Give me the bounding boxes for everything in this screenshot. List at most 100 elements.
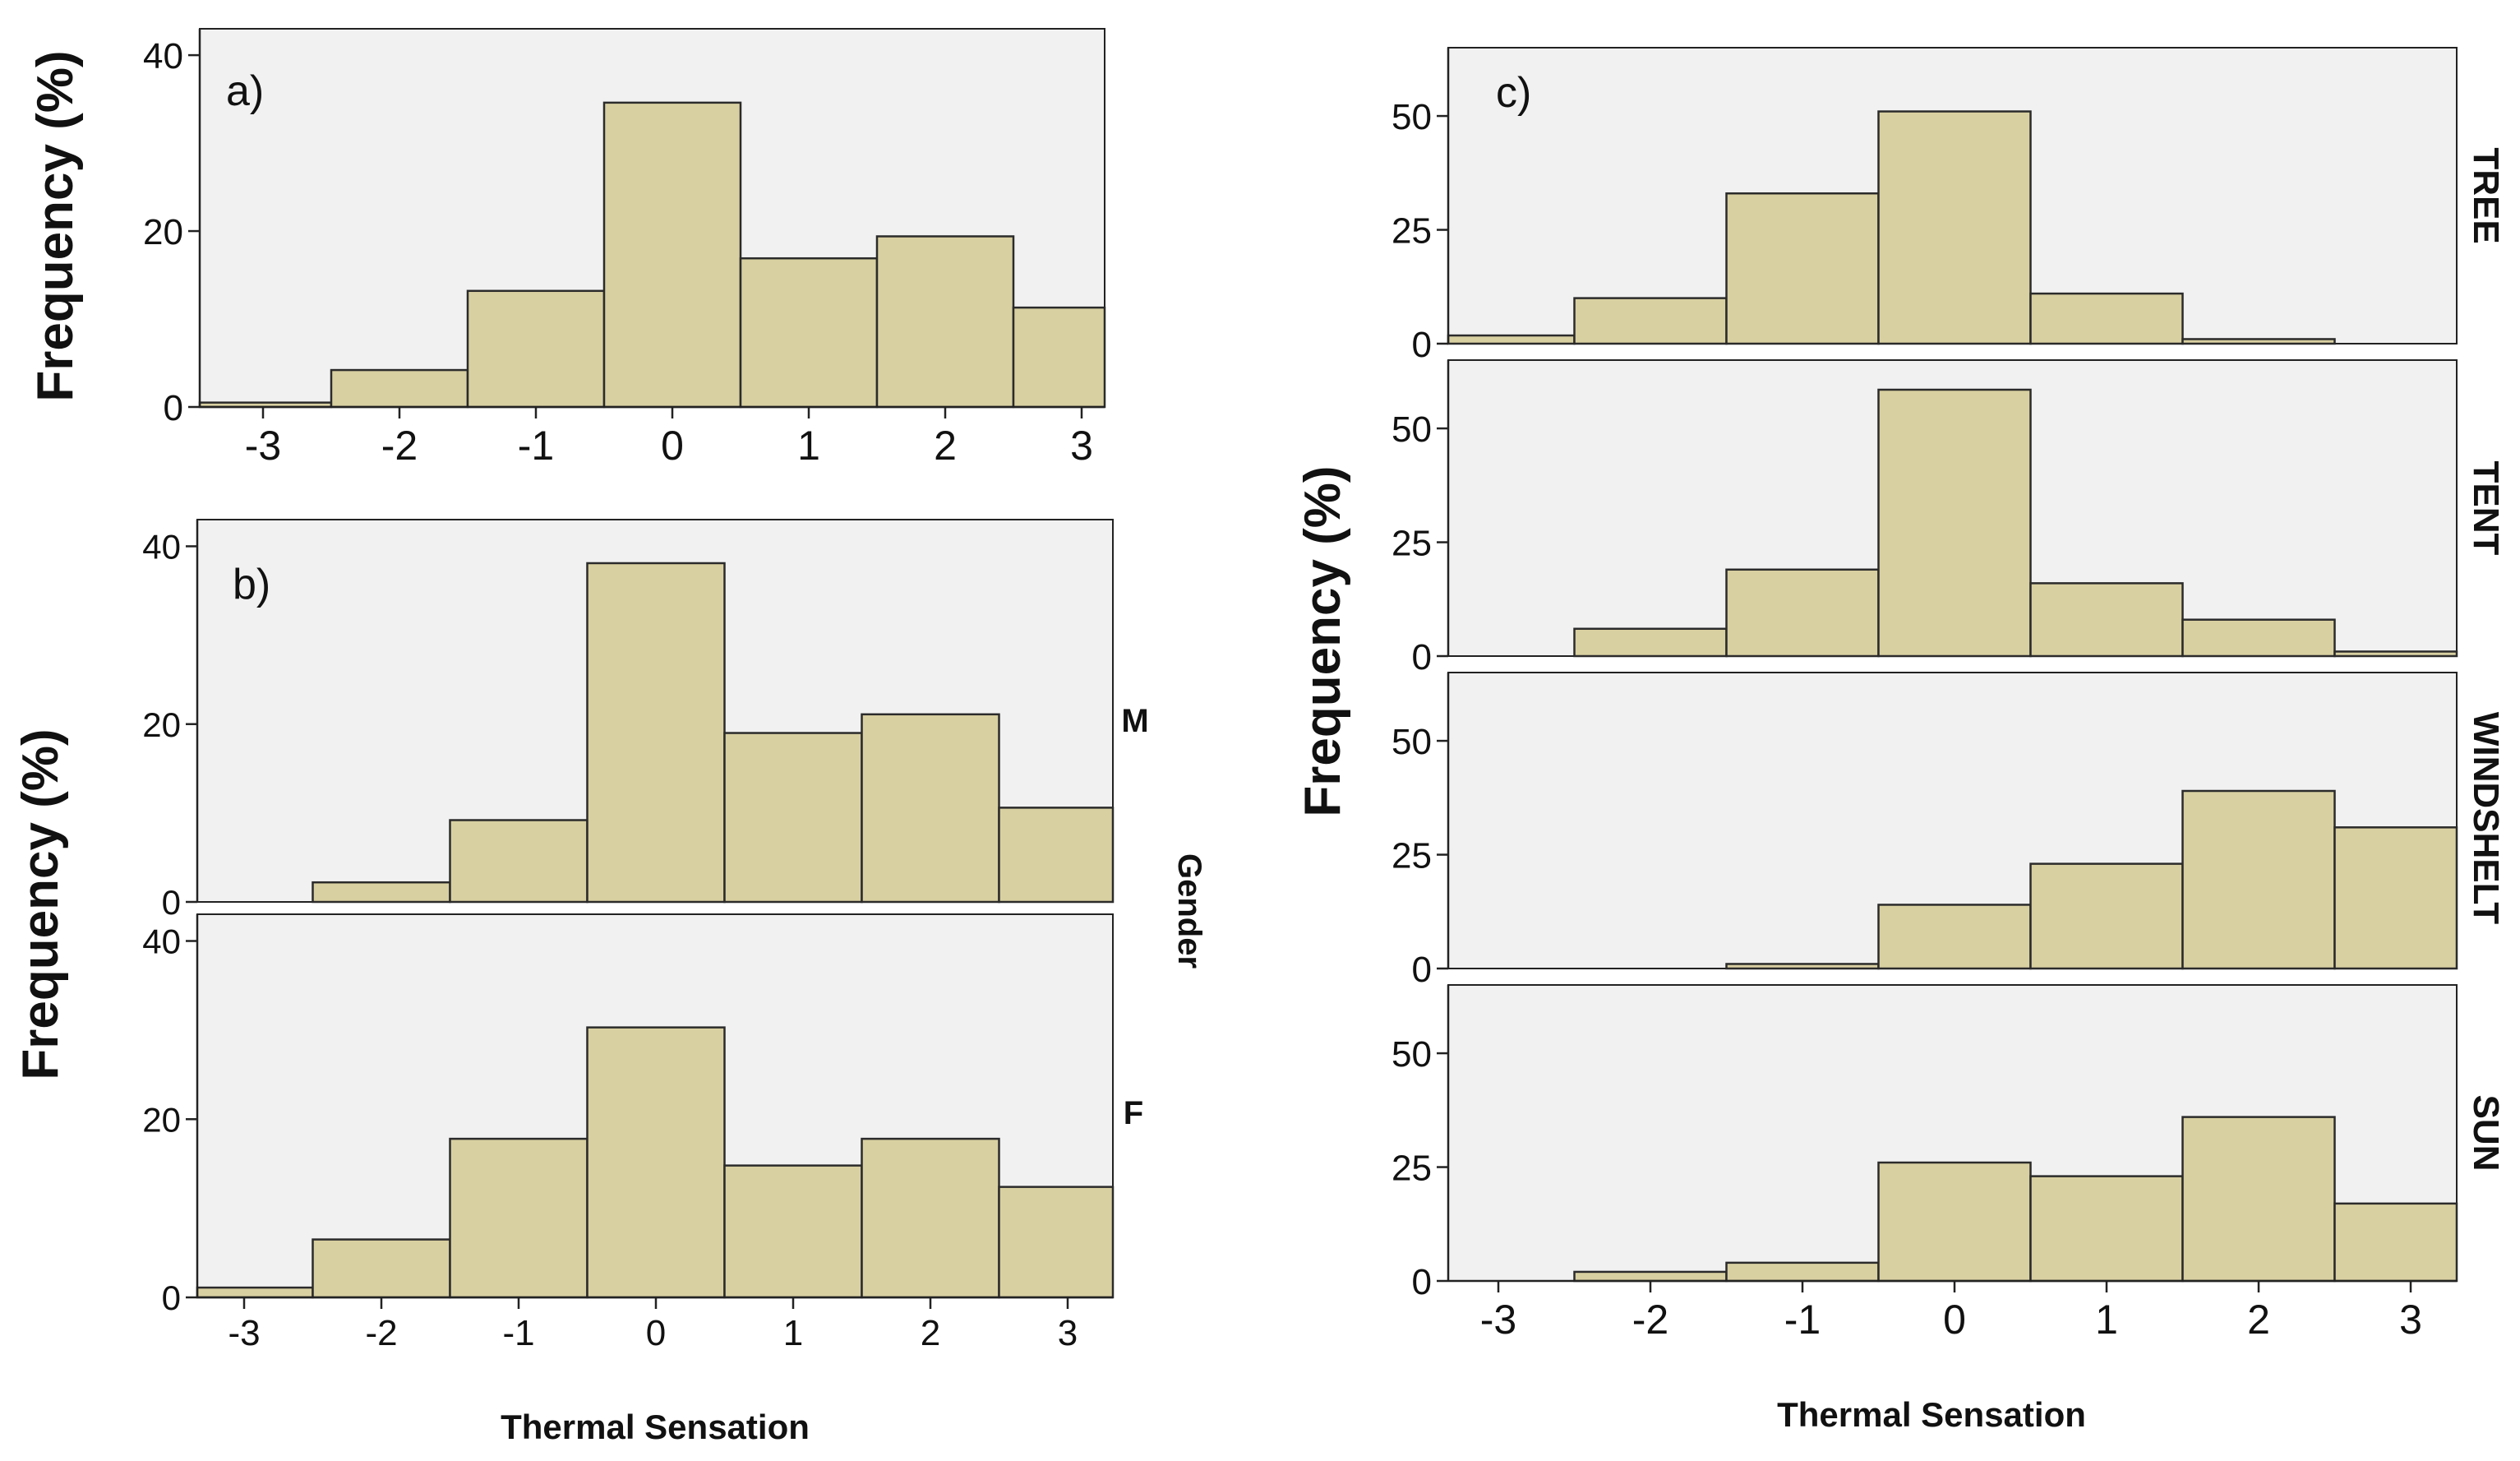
y-tick-label: 50 [1392,722,1432,762]
bar-a-main-2 [875,235,1015,409]
y-tick-label: 0 [1412,950,1432,990]
x-tick-label: -1 [1784,1297,1821,1343]
x-tick-label: 0 [646,1313,666,1353]
bar-c-tent-2 [2181,618,2336,658]
y-tick-label: 50 [1392,409,1432,450]
y-axis-title-b: Frequency (%) [12,728,69,1080]
bar-b-f-1 [723,1164,863,1299]
bar-b-m--1 [449,819,588,904]
bar-c-sun-2 [2181,1116,2336,1283]
bar-c-sun--2 [1573,1270,1728,1283]
bar-c-windshelt-2 [2181,789,2336,970]
x-tick-label: -2 [381,423,418,469]
x-tick-label: 3 [1058,1313,1078,1353]
y-tick-label: 20 [143,212,183,252]
y-tick-label: 0 [1412,325,1432,365]
x-tick-label: 1 [2095,1297,2118,1343]
y-tick-label: 40 [143,36,183,76]
x-axis-title-b: Thermal Sensation [501,1408,810,1446]
bar-a-main-3 [1012,306,1106,409]
bar-a-main-0 [602,101,742,409]
facet-strip-tree: TREE [2466,147,2506,243]
bar-c-tent-0 [1877,388,2032,658]
bar-c-tree--1 [1725,192,1880,345]
y-tick-label: 25 [1392,523,1432,563]
bar-c-tent--1 [1725,568,1880,658]
x-tick-label: 2 [2247,1297,2270,1343]
bar-c-tent--2 [1573,627,1728,658]
facet-strip-m: M [1121,703,1148,739]
x-tick-label: -3 [245,423,281,469]
facet-strip-tent: TENT [2466,461,2506,556]
bar-c-windshelt-0 [1877,904,2032,970]
x-tick-label: -2 [365,1313,397,1353]
bar-b-f-2 [861,1137,1000,1299]
bar-b-m-1 [723,732,863,904]
x-tick-label: 1 [783,1313,803,1353]
y-tick-label: 40 [142,528,181,566]
bar-b-m-2 [861,713,1000,904]
bar-c-tent-1 [2029,582,2184,658]
x-tick-label: 2 [934,423,957,469]
bar-b-m-0 [586,562,726,904]
bar-b-f-0 [586,1026,726,1299]
bar-c-tree--3 [1447,334,1576,345]
bar-c-tree-1 [2029,292,2184,345]
y-tick-label: 25 [1392,210,1432,251]
y-tick-label: 40 [142,922,181,961]
x-tick-label: 3 [2399,1297,2422,1343]
bar-a-main--1 [466,289,606,409]
y-tick-label: 25 [1392,835,1432,876]
bar-c-tree--2 [1573,297,1728,345]
bar-b-f--2 [312,1238,451,1299]
y-tick-label: 0 [1412,637,1432,677]
bar-a-main-1 [739,257,879,409]
y-tick-label: 0 [162,883,181,922]
x-tick-label: -3 [1480,1297,1516,1343]
x-tick-label: -1 [502,1313,534,1353]
bar-c-tent-3 [2333,650,2458,658]
bar-c-windshelt-1 [2029,862,2184,970]
x-tick-label: -1 [518,423,554,469]
panel-label-b: b) [233,561,270,608]
bar-b-f--3 [196,1286,314,1299]
y-tick-label: 50 [1392,1034,1432,1075]
x-tick-label: 0 [661,423,684,469]
y-tick-label: 50 [1392,97,1432,137]
y-tick-label: 20 [142,1100,181,1139]
bar-c-sun-1 [2029,1175,2184,1283]
x-axis-title-c: Thermal Sensation [1777,1395,2086,1434]
bar-b-m--2 [312,881,451,904]
x-tick-label: 1 [797,423,820,469]
y-axis-title-c: Frequency (%) [1295,465,1351,816]
facet-title-gender: Gender [1171,853,1207,969]
bar-b-f-3 [998,1186,1115,1299]
x-tick-label: -3 [228,1313,260,1353]
bar-c-tree-0 [1877,110,2032,345]
x-tick-label: 3 [1070,423,1093,469]
bar-b-m-3 [998,807,1115,904]
bar-c-windshelt-3 [2333,826,2458,970]
bar-c-tree-2 [2181,338,2336,345]
bar-c-windshelt--1 [1725,963,1880,970]
y-tick-label: 0 [164,388,183,428]
panel-label-a: a) [226,67,264,115]
bar-c-sun-0 [1877,1161,2032,1283]
y-tick-label: 0 [162,1278,181,1317]
facet-strip-windshelt: WINDSHELT [2466,712,2506,924]
x-tick-label: 2 [921,1313,940,1353]
y-axis-title-a: Frequency (%) [27,50,84,401]
facet-strip-sun: SUN [2466,1095,2506,1172]
y-tick-label: 25 [1392,1148,1432,1188]
bar-c-sun-3 [2333,1202,2458,1283]
bar-b-f--1 [449,1137,588,1299]
bar-c-sun--1 [1725,1261,1880,1283]
y-tick-label: 0 [1412,1262,1432,1302]
y-tick-label: 20 [142,705,181,744]
bar-a-main--2 [330,368,469,409]
panel-label-c: c) [1496,69,1531,117]
facet-strip-f: F [1124,1095,1143,1131]
x-tick-label: 0 [1943,1297,1966,1343]
x-tick-label: -2 [1632,1297,1668,1343]
